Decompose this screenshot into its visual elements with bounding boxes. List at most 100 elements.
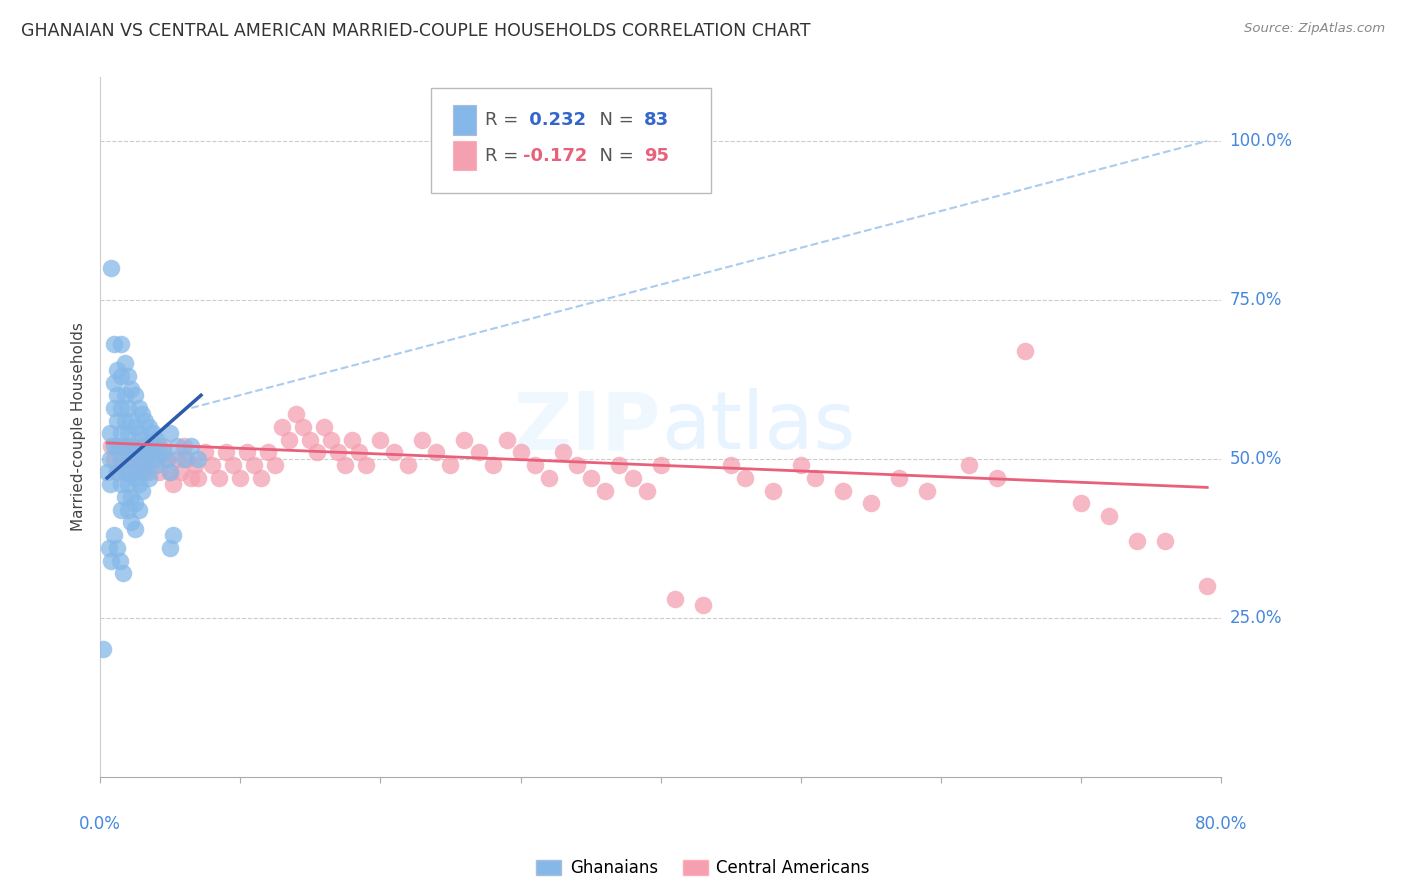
Point (103, 451, 125, 466)
Point (110, 451, 132, 466)
Point (142, 451, 165, 466)
Point (103, 528, 125, 542)
Point (285, 407, 308, 421)
Point (105, 414, 128, 428)
Point (307, 445, 329, 459)
Text: R =: R = (485, 112, 523, 129)
Point (103, 337, 125, 351)
Point (481, 458, 503, 472)
Point (292, 420, 315, 434)
Text: 0.0%: 0.0% (79, 815, 121, 833)
Point (762, 483, 785, 498)
Point (180, 471, 202, 485)
Point (124, 420, 146, 434)
Point (180, 439, 202, 453)
Text: -0.172: -0.172 (523, 147, 588, 165)
Point (124, 471, 146, 485)
Text: R =: R = (485, 147, 523, 165)
Point (111, 566, 134, 581)
Point (134, 439, 156, 453)
FancyBboxPatch shape (430, 88, 711, 193)
Point (396, 458, 419, 472)
Point (134, 451, 156, 466)
Point (134, 414, 156, 428)
Point (439, 458, 461, 472)
Point (120, 439, 142, 453)
Point (152, 445, 174, 459)
Text: 100.0%: 100.0% (1230, 132, 1292, 150)
Point (321, 433, 343, 447)
Point (370, 433, 392, 447)
Text: ZIP: ZIP (513, 388, 661, 466)
Point (243, 458, 266, 472)
Point (117, 477, 139, 491)
Point (128, 426, 150, 441)
Point (1070, 496, 1092, 510)
Point (131, 458, 153, 472)
Point (621, 471, 644, 485)
Point (1014, 343, 1036, 358)
Point (98, 477, 121, 491)
Point (335, 458, 357, 472)
Point (103, 439, 125, 453)
Point (148, 465, 170, 479)
Point (299, 433, 322, 447)
Point (117, 451, 139, 466)
Point (110, 337, 132, 351)
Point (156, 451, 179, 466)
Text: N =: N = (588, 112, 640, 129)
Point (128, 465, 150, 479)
Point (650, 458, 672, 472)
Point (128, 451, 150, 466)
Text: atlas: atlas (661, 388, 855, 466)
Point (173, 451, 195, 466)
Point (201, 458, 224, 472)
Point (159, 465, 181, 479)
Point (100, 553, 122, 567)
Point (120, 465, 142, 479)
FancyBboxPatch shape (453, 105, 475, 135)
Point (278, 433, 301, 447)
Point (124, 445, 146, 459)
Point (117, 426, 139, 441)
Point (264, 458, 287, 472)
Point (551, 445, 574, 459)
Point (105, 541, 128, 555)
Point (1126, 534, 1149, 549)
Point (159, 465, 181, 479)
Text: N =: N = (588, 147, 640, 165)
Point (131, 407, 153, 421)
Point (110, 477, 132, 491)
Point (100, 261, 122, 276)
Point (1154, 534, 1177, 549)
Text: 75.0%: 75.0% (1230, 291, 1282, 309)
Point (98, 426, 121, 441)
Point (138, 465, 160, 479)
Point (105, 465, 128, 479)
Point (117, 369, 139, 384)
Point (607, 458, 630, 472)
Point (720, 458, 742, 472)
Point (565, 458, 588, 472)
Point (887, 471, 910, 485)
Point (411, 433, 433, 447)
Point (105, 439, 128, 453)
Point (790, 458, 813, 472)
Point (495, 433, 517, 447)
Point (142, 439, 165, 453)
Point (124, 522, 146, 536)
Point (250, 471, 273, 485)
Text: 80.0%: 80.0% (1195, 815, 1247, 833)
Point (100, 439, 122, 453)
Point (636, 483, 658, 498)
Point (509, 445, 531, 459)
Point (114, 451, 136, 466)
Point (170, 465, 193, 479)
Point (110, 426, 132, 441)
Text: 25.0%: 25.0% (1230, 608, 1282, 627)
Point (120, 382, 142, 396)
Point (110, 502, 132, 516)
Y-axis label: Married-couple Households: Married-couple Households (72, 323, 86, 532)
Point (117, 465, 139, 479)
Point (120, 414, 142, 428)
